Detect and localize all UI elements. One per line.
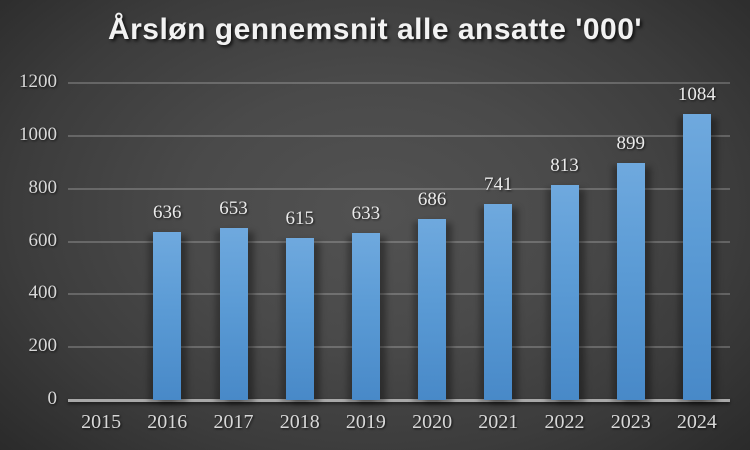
bar-2024 (682, 113, 711, 400)
y-tick-label-800: 800 (28, 176, 58, 198)
data-label-2017: 653 (219, 197, 248, 219)
x-tick-label-2015: 2015 (81, 411, 122, 433)
y-tick-label-600: 600 (28, 229, 58, 251)
bar-2021 (484, 204, 513, 400)
x-tick-label-2021: 2021 (478, 411, 519, 433)
x-axis-line (68, 399, 730, 402)
data-label-2024: 1084 (677, 83, 716, 105)
y-tick-label-0: 0 (47, 388, 58, 409)
y-tick-label-1200: 1200 (19, 71, 57, 92)
y-tick-label-400: 400 (28, 282, 58, 304)
x-tick-label-2024: 2024 (676, 411, 717, 433)
bar-2018 (285, 237, 314, 400)
gridline-400 (68, 293, 730, 296)
chart-title: Årsløn gennemsnit alle ansatte '000' (107, 13, 643, 46)
plot-area: 0 200 400 600 800 1000 1200 636 653 615 633 686 741… (19, 71, 730, 433)
data-label-2023: 899 (616, 132, 645, 154)
bar-2023 (616, 162, 645, 400)
y-tick-label-1000: 1000 (19, 123, 57, 145)
data-label-2022: 813 (550, 155, 579, 177)
bar-2020 (418, 218, 447, 400)
gridline-1000 (68, 134, 730, 137)
data-label-2020: 686 (417, 188, 447, 210)
x-tick-label-2020: 2020 (412, 411, 453, 433)
x-tick-label-2018: 2018 (279, 411, 320, 433)
x-tick-label-2016: 2016 (147, 411, 188, 433)
gridline-200 (68, 346, 730, 349)
y-tick-label-200: 200 (28, 335, 58, 357)
data-label-2016: 636 (153, 202, 182, 223)
data-label-2018: 615 (285, 207, 314, 229)
x-tick-label-2017: 2017 (213, 411, 254, 433)
data-label-2021: 741 (484, 174, 513, 196)
bar-2019 (351, 232, 380, 400)
gridline-600 (68, 240, 730, 243)
x-tick-label-2019: 2019 (345, 411, 386, 433)
bar-2016 (153, 232, 182, 400)
bar-2017 (219, 227, 248, 400)
x-tick-label-2023: 2023 (610, 411, 651, 433)
data-label-2019: 633 (351, 202, 381, 224)
bar-2022 (550, 185, 579, 400)
gridline-800 (68, 187, 730, 190)
gridline-1200 (68, 82, 730, 84)
x-tick-label-2022: 2022 (544, 411, 585, 433)
